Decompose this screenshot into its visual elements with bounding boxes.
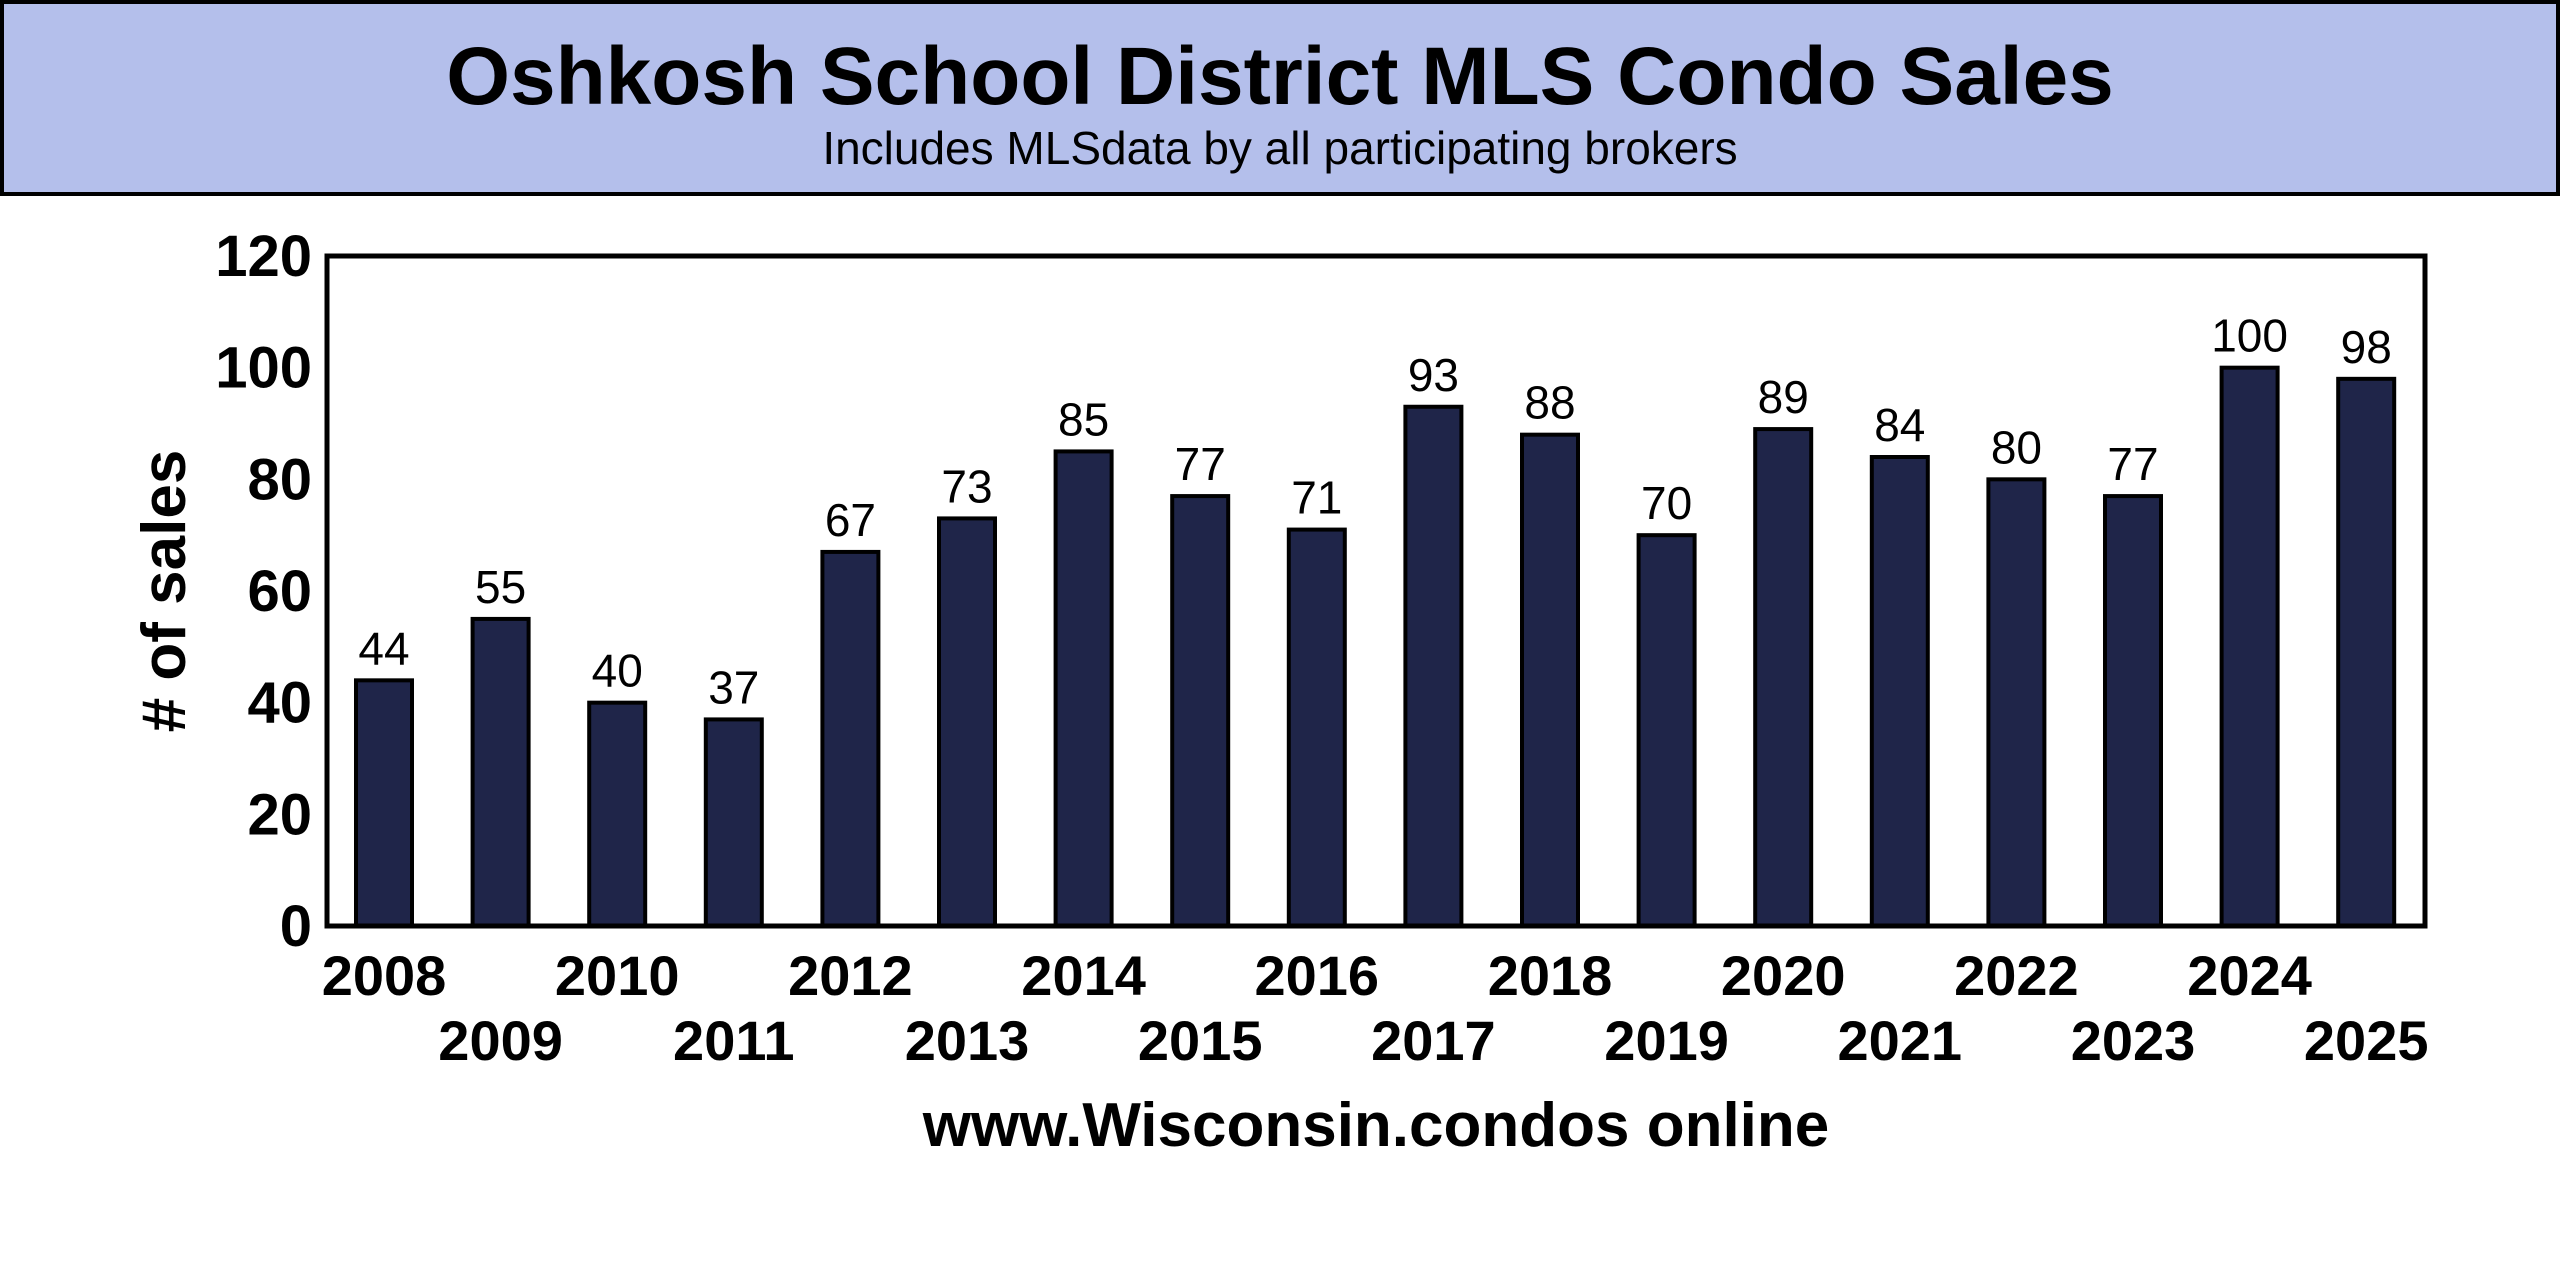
bar-2023 (2103, 494, 2163, 928)
data-label-2023: 77 (2107, 438, 2158, 490)
bar-2011 (703, 717, 764, 929)
x-tick-label-2021: 2021 (1838, 1009, 1963, 1072)
bar-2017 (1403, 404, 1464, 928)
y-tick-label-80: 80 (247, 447, 312, 512)
x-tick-label-2008: 2008 (322, 944, 447, 1007)
bar-2024 (2219, 365, 2280, 928)
bar-2020 (1753, 427, 1814, 928)
x-tick-label-2023: 2023 (2071, 1009, 2196, 1072)
x-tick-label-2014: 2014 (1021, 944, 1146, 1007)
bar-2019 (1636, 533, 1697, 929)
data-label-2011: 37 (708, 661, 759, 713)
bar-2022 (1986, 477, 2047, 928)
data-label-2010: 40 (592, 645, 643, 697)
y-axis-label: # of sales (130, 450, 199, 733)
bar-2025 (2336, 376, 2397, 929)
x-tick-label-2017: 2017 (1371, 1009, 1496, 1072)
data-label-2020: 89 (1758, 371, 1809, 423)
x-tick-label-2022: 2022 (1954, 944, 2079, 1007)
bar-2016 (1286, 527, 1347, 928)
x-tick-label-2020: 2020 (1721, 944, 1846, 1007)
chart-subtitle: Includes MLSdata by all participating br… (822, 122, 1738, 174)
x-tick-label-2025: 2025 (2304, 1009, 2429, 1072)
y-tick-label-20: 20 (247, 782, 312, 847)
data-label-2024: 100 (2211, 310, 2288, 362)
bar-2008 (354, 678, 414, 928)
data-label-2025: 98 (2341, 321, 2392, 373)
bar-2010 (587, 700, 648, 929)
bar-2021 (1869, 455, 1930, 928)
data-label-2012: 67 (825, 494, 876, 546)
data-label-2018: 88 (1524, 377, 1575, 429)
data-label-2021: 84 (1874, 399, 1925, 451)
data-label-2014: 85 (1058, 393, 1109, 445)
chart-title: Oshkosh School District MLS Condo Sales (446, 31, 2114, 122)
x-tick-label-2012: 2012 (788, 944, 913, 1007)
data-label-2022: 80 (1991, 421, 2042, 473)
data-label-2016: 71 (1291, 472, 1342, 524)
x-tick-label-2010: 2010 (555, 944, 680, 1007)
bar-2013 (937, 516, 997, 929)
x-axis-label: www.Wisconsin.condos online (922, 1091, 1830, 1160)
data-label-2013: 73 (941, 460, 992, 512)
plot-frame (324, 253, 2428, 929)
bar-2014 (1053, 449, 1114, 928)
data-label-2009: 55 (475, 561, 526, 613)
x-tick-label-2013: 2013 (905, 1009, 1030, 1072)
x-tick-label-2011: 2011 (673, 1009, 795, 1072)
x-tick-label-2018: 2018 (1488, 944, 1613, 1007)
y-tick-label-40: 40 (247, 671, 312, 736)
chart-header: Oshkosh School District MLS Condo Sales … (0, 0, 2560, 196)
bar-2009 (470, 616, 531, 929)
x-tick-label-2024: 2024 (2187, 944, 2312, 1007)
x-tick-label-2015: 2015 (1138, 1009, 1263, 1072)
bar-2015 (1170, 494, 1231, 928)
x-tick-label-2009: 2009 (438, 1009, 563, 1072)
y-tick-label-120: 120 (215, 224, 312, 289)
y-tick-label-60: 60 (247, 559, 312, 624)
x-tick-label-2019: 2019 (1604, 1009, 1729, 1072)
y-tick-label-100: 100 (215, 336, 312, 401)
data-label-2015: 77 (1175, 438, 1226, 490)
bar-2018 (1520, 432, 1580, 928)
x-tick-label-2016: 2016 (1255, 944, 1380, 1007)
bar-2012 (820, 549, 881, 929)
y-tick-label-0: 0 (280, 894, 312, 959)
data-label-2019: 70 (1641, 477, 1692, 529)
data-label-2008: 44 (358, 622, 409, 674)
data-label-2017: 93 (1408, 349, 1459, 401)
